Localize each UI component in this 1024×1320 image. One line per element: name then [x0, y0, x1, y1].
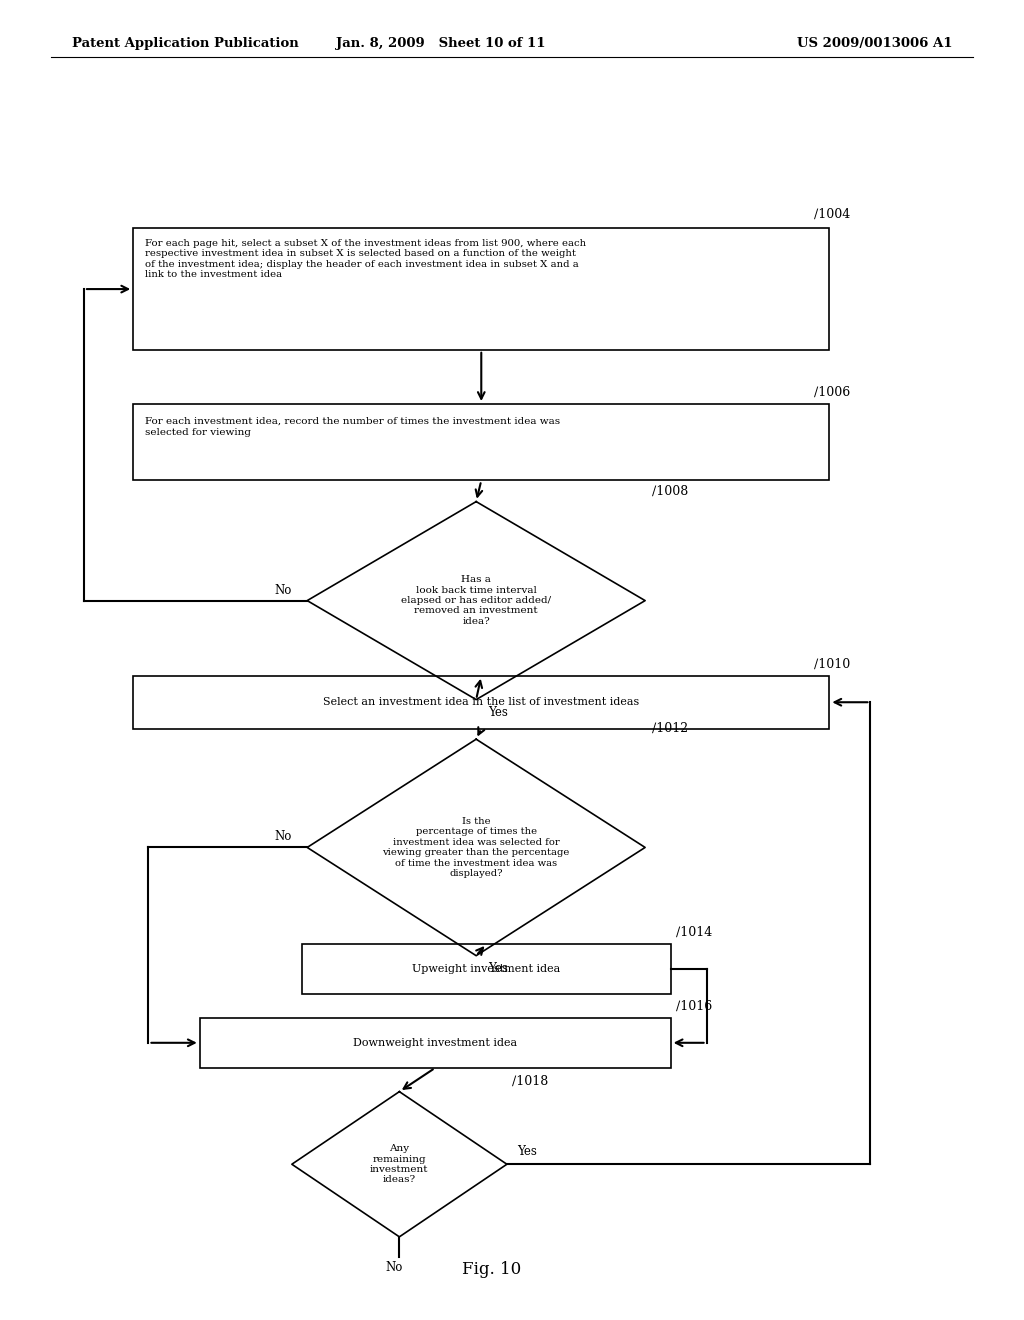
FancyBboxPatch shape [133, 228, 829, 350]
Text: No: No [386, 1261, 402, 1274]
Text: Fig. 10: Fig. 10 [462, 1262, 521, 1278]
Text: Any
remaining
investment
ideas?: Any remaining investment ideas? [370, 1144, 429, 1184]
Text: ∕1008: ∕1008 [652, 484, 688, 498]
Text: Patent Application Publication: Patent Application Publication [72, 37, 298, 50]
Text: No: No [274, 830, 292, 843]
Text: Yes: Yes [488, 962, 508, 975]
Text: Select an investment idea in the list of investment ideas: Select an investment idea in the list of… [324, 697, 639, 708]
Text: No: No [274, 583, 292, 597]
FancyBboxPatch shape [302, 944, 671, 994]
Text: Jan. 8, 2009   Sheet 10 of 11: Jan. 8, 2009 Sheet 10 of 11 [336, 37, 545, 50]
Text: ∕1006: ∕1006 [814, 385, 850, 399]
Text: Is the
percentage of times the
investment idea was selected for
viewing greater : Is the percentage of times the investmen… [383, 817, 569, 878]
Polygon shape [307, 739, 645, 956]
Text: ∕1014: ∕1014 [676, 925, 712, 939]
FancyBboxPatch shape [200, 1018, 671, 1068]
Text: Downweight investment idea: Downweight investment idea [353, 1038, 517, 1048]
Text: Upweight investment idea: Upweight investment idea [413, 964, 560, 974]
Polygon shape [292, 1092, 507, 1237]
Text: Yes: Yes [517, 1144, 537, 1158]
Text: For each page hit, select a subset X of the investment ideas from list 900, wher: For each page hit, select a subset X of … [145, 239, 587, 279]
FancyBboxPatch shape [133, 676, 829, 729]
FancyBboxPatch shape [133, 404, 829, 480]
Text: Has a
look back time interval
elapsed or has editor added/
removed an investment: Has a look back time interval elapsed or… [401, 576, 551, 626]
Text: ∕1010: ∕1010 [814, 657, 850, 671]
Text: For each investment idea, record the number of times the investment idea was
sel: For each investment idea, record the num… [145, 417, 560, 437]
Text: ∕1012: ∕1012 [652, 722, 688, 735]
Text: Yes: Yes [488, 706, 508, 719]
Text: ∕1004: ∕1004 [814, 207, 850, 220]
Text: US 2009/0013006 A1: US 2009/0013006 A1 [797, 37, 952, 50]
Polygon shape [307, 502, 645, 700]
Text: ∕1016: ∕1016 [676, 999, 712, 1012]
Text: ∕1018: ∕1018 [512, 1074, 548, 1088]
